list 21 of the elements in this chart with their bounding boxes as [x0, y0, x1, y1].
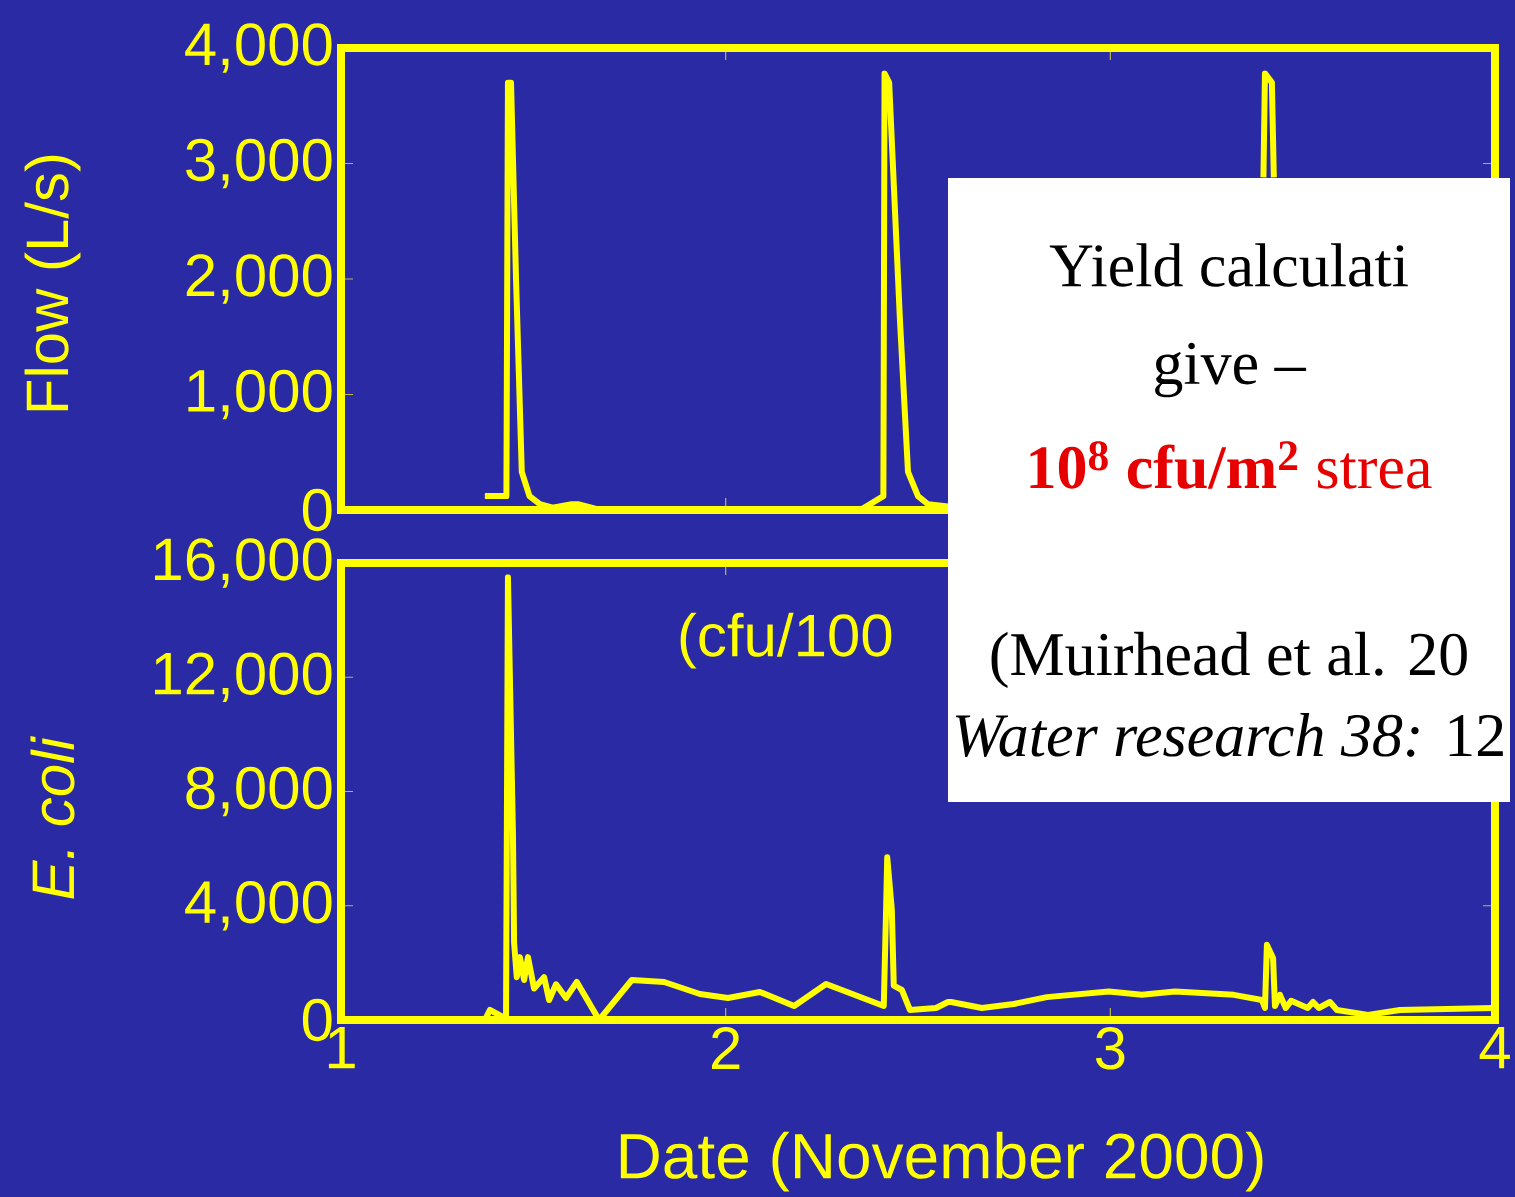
y-tick-label: 8,000 — [186, 766, 332, 817]
y-tick-label: 4,000 — [185, 880, 332, 931]
y-axis-title: Flow (L/s) — [24, 155, 81, 411]
annotation: (Muirhead et al. 20 — [991, 631, 1467, 689]
annotation: give – — [1155, 342, 1307, 398]
x-tick-label: 4 — [1479, 1027, 1510, 1069]
x-tick-label: 3 — [1095, 1027, 1125, 1070]
y-axis-title: E. coli — [30, 735, 75, 899]
y-tick-label: 12,000 — [155, 652, 332, 703]
annotation: (cfu/100 — [680, 612, 892, 669]
y-tick-label: 1,000 — [188, 369, 332, 420]
y-tick-label: 2,000 — [186, 254, 332, 304]
y-tick-label: 4,000 — [185, 23, 332, 73]
y-tick-label: 3,000 — [186, 138, 332, 189]
text: 10$^{8}$ cfu/m$^{2}$ strea — [1030, 441, 1432, 489]
annotation: Yield calculati — [1049, 243, 1408, 287]
x-axis-title: Date (November 2000) — [620, 1131, 1263, 1192]
x-tick-label: 2 — [712, 1027, 740, 1069]
annotation: Water research 38: 12 — [955, 712, 1503, 757]
y-tick-label: 0 — [302, 488, 332, 532]
y-tick-label: 16,000 — [155, 538, 332, 588]
